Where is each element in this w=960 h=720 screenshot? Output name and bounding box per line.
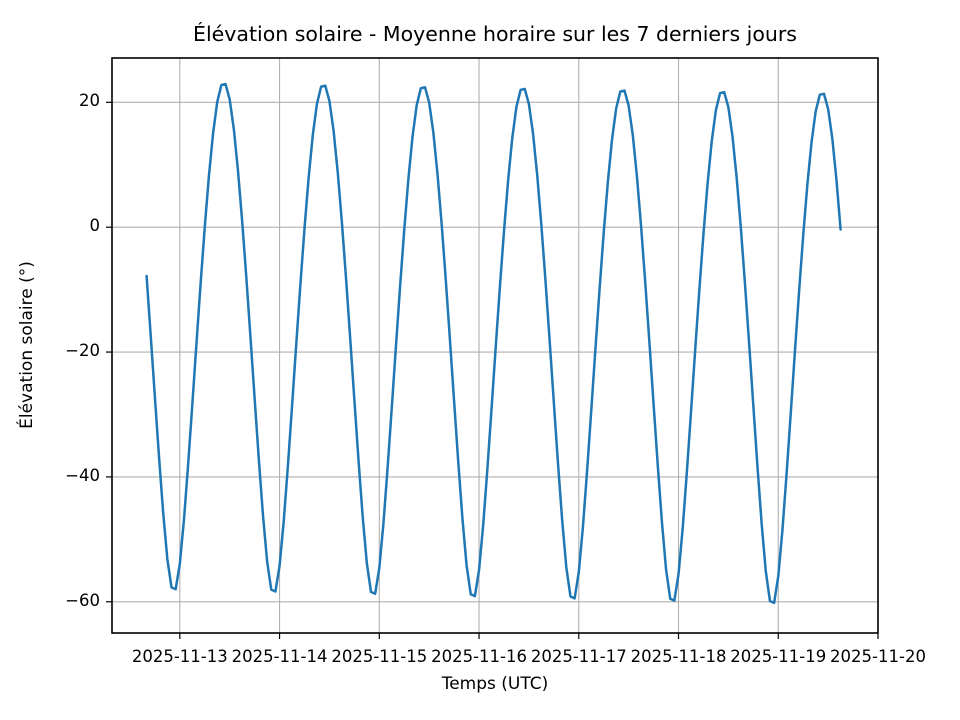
x-tick-label: 2025-11-13 [131,647,228,666]
y-tick-label: 20 [79,91,100,111]
axes-frame [111,57,879,634]
x-tick-label: 2025-11-15 [331,647,428,666]
x-tick-label: 2025-11-19 [730,647,827,666]
x-tick-label: 2025-11-18 [630,647,727,666]
y-tick-label: −40 [65,465,100,485]
x-tick-label: 2025-11-20 [830,647,926,666]
x-axis-label: Temps (UTC) [441,674,549,694]
x-tick-label: 2025-11-17 [530,647,627,666]
chart-title: Élévation solaire - Moyenne horaire sur … [193,22,797,46]
x-tick-label: 2025-11-14 [231,647,328,666]
y-tick-label: −20 [65,341,100,361]
x-tick-label: 2025-11-16 [431,647,527,666]
y-tick-label: 0 [89,216,101,236]
y-tick-label: −60 [65,590,100,610]
elevation-line [145,82,842,605]
